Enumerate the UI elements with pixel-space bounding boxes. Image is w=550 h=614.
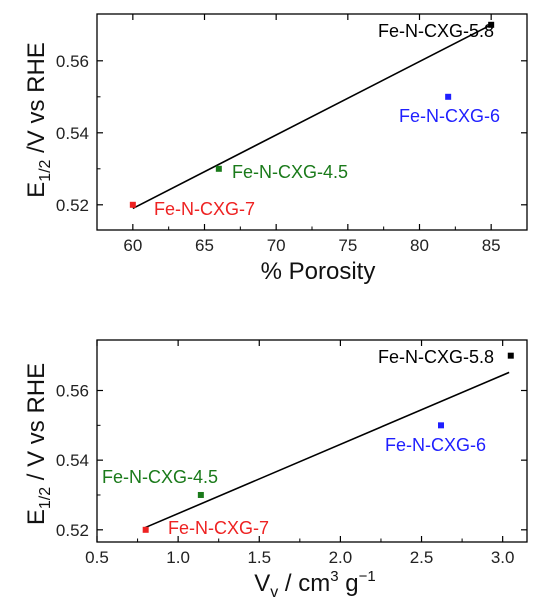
x-tick-label: 0.5 [85,548,109,567]
x-tick-label: 75 [338,236,357,255]
y-tick-label: 0.52 [56,521,89,540]
y-tick-label: 0.54 [56,124,89,143]
point-label: Fe-N-CXG-7 [154,199,255,219]
data-point [445,93,452,100]
data-point [438,422,444,429]
y-tick-label: 0.56 [56,382,89,401]
data-point [507,352,514,359]
x-axis-title: Vv / cm3 g−1 [254,568,375,601]
y-tick-label: 0.56 [56,52,89,71]
y-axis-title: E1/2 / V vs RHE [23,363,54,525]
plot-frame [96,339,528,543]
x-tick-label: 1.5 [247,548,271,567]
chart-pore-volume: 0.5 1.0 1.5 2.0 2.5 3.0 0.52 0.54 0.56 Fe-N-CXG-5… [23,339,528,601]
point-label: Fe-N-CXG-5.8 [378,21,494,41]
point-label: Fe-N-CXG-6 [399,106,500,126]
x-tick-label: 65 [195,236,214,255]
data-point [129,201,136,208]
x-tick-label: 2.0 [329,548,353,567]
x-tick-label: 2.5 [410,548,434,567]
y-tick-label: 0.52 [56,196,89,215]
chart-porosity: 60 65 70 75 80 85 0.52 0.54 0.56 Fe-N-CXG-5.8 Fe-N… [23,13,528,285]
point-label: Fe-N-CXG-5.8 [378,347,494,367]
x-tick-label: 3.0 [491,548,515,567]
x-axis-title: % Porosity [261,258,376,285]
point-label: Fe-N-CXG-6 [385,435,486,455]
data-point [488,21,495,28]
fit-line [132,24,492,210]
x-tick-label: 60 [123,236,142,255]
data-point [215,165,222,172]
x-tick-label: 1.0 [166,548,190,567]
data-point [142,526,149,533]
x-tick-label: 80 [410,236,429,255]
data-point [197,491,204,498]
point-label: Fe-N-CXG-4.5 [232,162,348,182]
x-tick-label: 70 [267,236,286,255]
y-axis-title: E1/2 /V vs RHE [23,42,54,198]
fit-line [143,371,510,529]
x-tick-label: 85 [482,236,501,255]
point-label: Fe-N-CXG-4.5 [102,467,218,487]
y-tick-label: 0.54 [56,451,89,470]
point-label: Fe-N-CXG-7 [168,518,269,538]
